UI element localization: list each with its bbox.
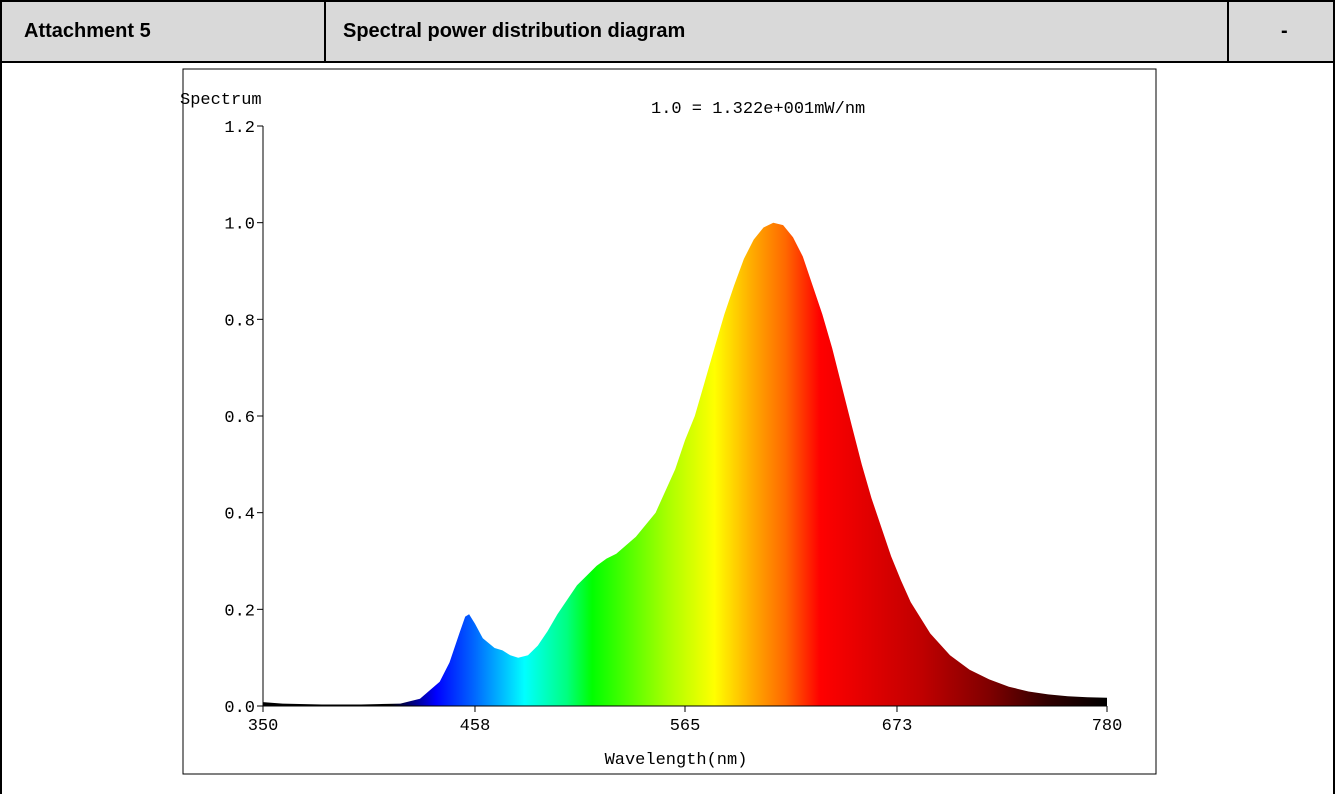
attachment-title-cell: Spectral power distribution diagram bbox=[324, 2, 1227, 61]
y-tick-label: 0.8 bbox=[224, 312, 255, 331]
y-tick-label: 0.2 bbox=[224, 602, 255, 621]
x-axis-label: Wavelength(nm) bbox=[605, 751, 748, 770]
x-tick-label: 780 bbox=[1092, 717, 1123, 736]
scale-annotation: 1.0 = 1.322e+001mW/nm bbox=[651, 100, 865, 119]
y-tick-label: 0.6 bbox=[224, 409, 255, 428]
x-tick-label: 673 bbox=[882, 717, 913, 736]
y-tick-label: 0.0 bbox=[224, 699, 255, 718]
x-tick-label: 458 bbox=[460, 717, 491, 736]
x-tick-label: 350 bbox=[248, 717, 279, 736]
y-ticks: 0.0 0.2 0.4 0.6 0.8 1.0 1.2 bbox=[224, 119, 263, 718]
spectrum-area bbox=[263, 222, 1107, 706]
plot-frame bbox=[182, 68, 1157, 775]
y-axis-label: Spectrum bbox=[180, 91, 262, 110]
y-tick-label: 0.4 bbox=[224, 506, 255, 525]
x-ticks: 350 458 565 673 780 bbox=[248, 706, 1123, 736]
attachment-dash-cell: - bbox=[1227, 2, 1333, 61]
y-tick-label: 1.0 bbox=[224, 216, 255, 235]
attachment-body-box bbox=[0, 61, 1335, 794]
x-tick-label: 565 bbox=[670, 717, 701, 736]
attachment-header-row: Attachment 5 Spectral power distribution… bbox=[0, 0, 1335, 63]
y-tick-label: 1.2 bbox=[224, 119, 255, 138]
attachment-number-cell: Attachment 5 bbox=[24, 20, 151, 42]
